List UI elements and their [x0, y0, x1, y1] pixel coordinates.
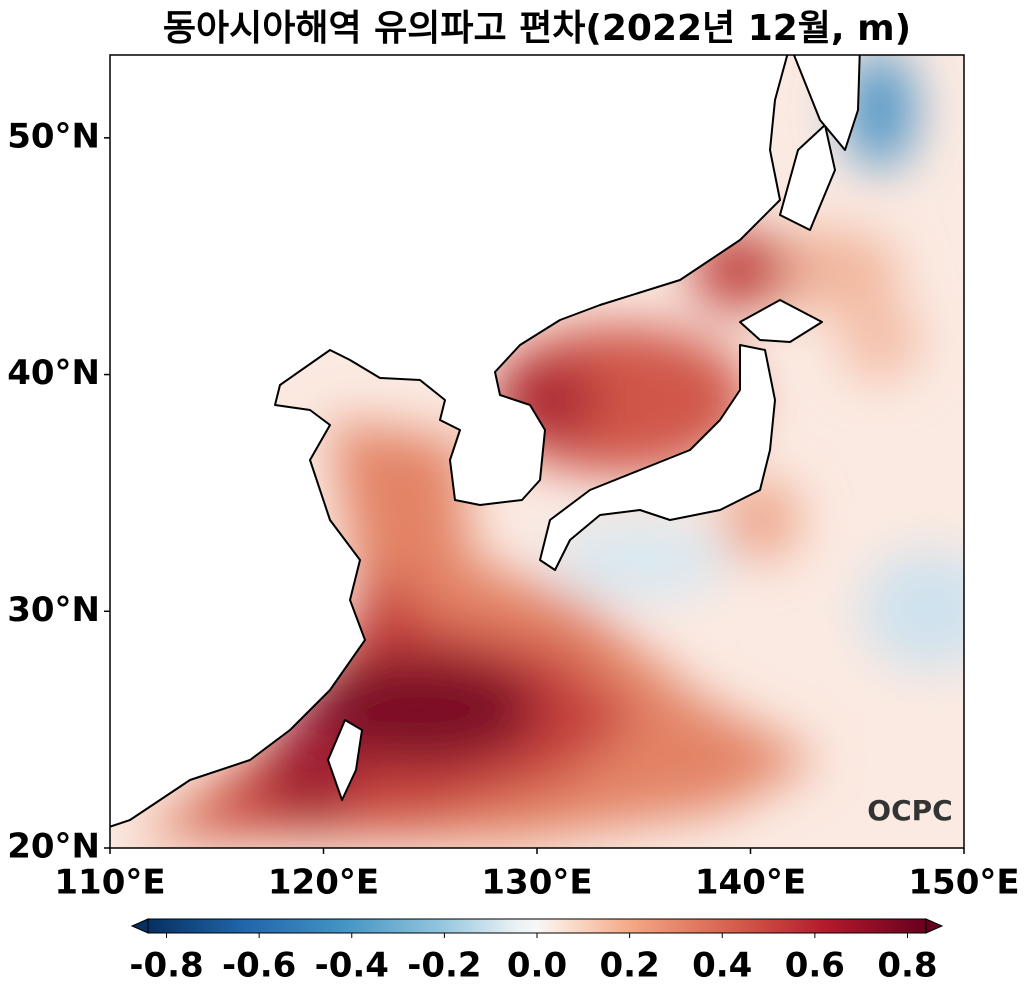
x-tick-label: 140°E: [695, 863, 806, 903]
colorbar-tick-label: -0.4: [315, 946, 389, 986]
colorbar-tick-label: 0.8: [877, 946, 937, 986]
title: 동아시아해역 유의파고 편차(2022년 12월, m): [163, 8, 911, 49]
x-tick-label: 120°E: [268, 863, 379, 903]
colorbar-tick-label: -0.6: [222, 946, 296, 986]
logo: OCPC: [867, 794, 952, 827]
map-field: OCPC: [110, 55, 964, 848]
colorbar-tick-label: 0.4: [692, 946, 752, 986]
colorbar-tick-label: -0.8: [129, 946, 203, 986]
y-tick-label: 20°N: [7, 827, 100, 867]
colorbar-scale: [147, 918, 927, 934]
colorbar-tick-label: -0.2: [407, 946, 481, 986]
y-tick-label: 40°N: [7, 353, 100, 393]
colorbar-tick-label: 0.6: [785, 946, 845, 986]
coastline: [110, 55, 861, 828]
colorbar-extend-low: [130, 918, 149, 934]
colorbar-tick-label: 0.2: [600, 946, 660, 986]
y-tick-label: 50°N: [7, 116, 100, 156]
colorbar: -0.8 -0.6 -0.4 -0.2 0.0 0.2 0.4 0.6 0.8: [129, 918, 944, 986]
colorbar-extend-high: [925, 918, 944, 934]
colorbar-tick-label: 0.0: [507, 946, 567, 986]
x-tick-label: 150°E: [908, 863, 1019, 903]
x-tick-label: 130°E: [481, 863, 592, 903]
x-tick-label: 110°E: [54, 863, 165, 903]
y-tick-label: 30°N: [7, 590, 100, 630]
